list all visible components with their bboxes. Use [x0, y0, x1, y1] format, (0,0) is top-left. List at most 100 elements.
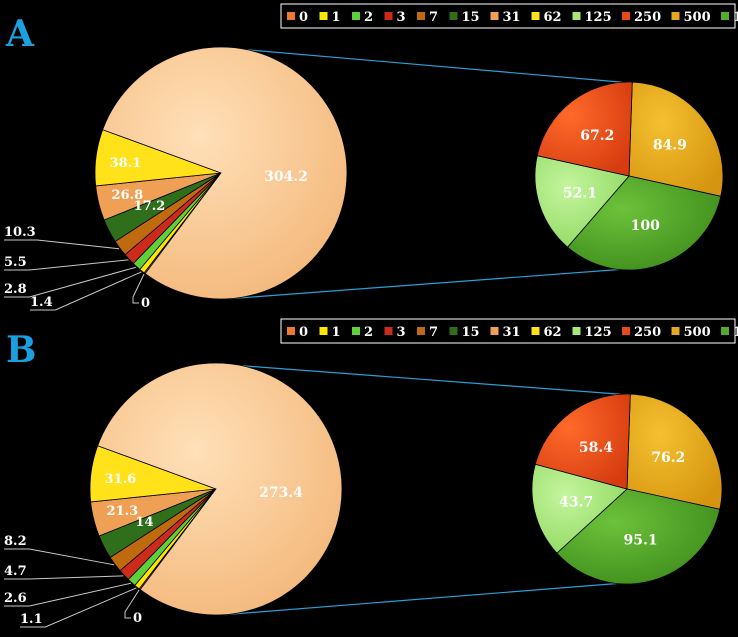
legend: 0 1 2 3 7 15 31 62 125 250 500 1000 — [280, 318, 738, 344]
legend-label-125: 125 — [585, 325, 612, 340]
legend-swatch-7 — [417, 12, 425, 20]
leader-label-2: 2.6 — [4, 591, 27, 606]
main-label-31: 26.8 — [112, 188, 144, 203]
legend-label-1: 1 — [332, 325, 341, 340]
legend-label-2: 2 — [364, 10, 373, 25]
legend-swatch-62 — [531, 12, 540, 20]
secondary-label-500: 84.9 — [653, 137, 687, 153]
secondary-pie: 84.9 100 52.1 67.2 — [534, 81, 724, 271]
legend-label-500: 500 — [684, 325, 711, 340]
legend-swatch-500 — [671, 12, 680, 20]
leader-line-3 — [4, 259, 129, 271]
secondary-pie: 76.2 95.1 43.7 58.4 — [531, 393, 723, 585]
main-label-15: 17.2 — [134, 199, 166, 214]
leader-label-3: 4.7 — [4, 564, 27, 579]
connector-top — [247, 49, 623, 83]
leader-line-1 — [30, 271, 142, 311]
legend-label-500: 500 — [684, 10, 711, 25]
panel-label: A — [5, 13, 35, 55]
legend-label-62: 62 — [544, 325, 562, 340]
connector-bottom — [229, 268, 620, 300]
legend-swatch-125 — [572, 327, 581, 335]
secondary-label-1000: 100 — [631, 218, 660, 234]
legend-swatch-15 — [449, 12, 458, 20]
legend-label-31: 31 — [503, 325, 521, 340]
connector-top — [242, 365, 621, 395]
legend-swatch-1000 — [721, 12, 729, 20]
legend-swatch-1 — [319, 327, 328, 335]
main-label-62: 38.1 — [110, 156, 142, 171]
legend-label-0: 0 — [299, 325, 308, 340]
leader-line-0 — [132, 273, 145, 304]
secondary-slice-500 — [628, 81, 724, 197]
legend-swatch-31 — [490, 12, 499, 20]
leader-label-0: 0 — [141, 296, 150, 311]
leader-line-3 — [4, 575, 124, 580]
legend-label-7: 7 — [429, 10, 438, 25]
main-slice-other — [102, 46, 348, 300]
leader-line-0 — [124, 589, 140, 619]
legend-label-7: 7 — [429, 325, 438, 340]
main-label-15: 14 — [135, 515, 153, 530]
leader-label-2: 2.8 — [4, 282, 27, 297]
legend-label-250: 250 — [634, 325, 661, 340]
main-pie: 17.226.8 38.1 304.2 — [94, 46, 348, 300]
connector-bottom — [224, 582, 618, 616]
legend-label-0: 0 — [299, 10, 308, 25]
legend-swatch-3 — [384, 12, 393, 20]
panel-label: B — [6, 329, 36, 371]
legend-swatch-125 — [572, 12, 581, 20]
main-slice-other — [97, 362, 343, 616]
legend-label-125: 125 — [585, 10, 612, 25]
leader-line-2 — [4, 266, 136, 298]
secondary-slice-125 — [531, 463, 628, 554]
legend-label-15: 15 — [462, 10, 480, 25]
connector-lines — [229, 49, 623, 300]
secondary-label-250: 67.2 — [580, 128, 614, 144]
secondary-label-250: 58.4 — [579, 440, 613, 456]
secondary-label-125: 43.7 — [559, 494, 593, 510]
legend-swatch-0 — [287, 327, 295, 335]
leader-line-7 — [4, 548, 115, 566]
legend-swatch-1 — [319, 12, 328, 20]
legend-label-62: 62 — [544, 10, 562, 25]
legend-label-15: 15 — [462, 325, 480, 340]
panel-a: A 0 1 2 3 7 15 31 62 125 250 500 100 0 17.226.8 38.1 3… — [4, 3, 738, 311]
legend-swatch-0 — [287, 12, 295, 20]
legend-label-1: 1 — [332, 10, 341, 25]
legend: 0 1 2 3 7 15 31 62 125 250 500 1000 — [280, 3, 738, 29]
legend-swatch-250 — [622, 327, 630, 335]
secondary-slice-250 — [534, 393, 631, 490]
legend-label-250: 250 — [634, 10, 661, 25]
leader-label-7: 10.3 — [4, 225, 36, 240]
leader-line-2 — [4, 582, 131, 607]
legend-label-1000: 1000 — [733, 325, 738, 340]
legend-swatch-500 — [671, 327, 680, 335]
leader-labels: 10.3 5.5 2.81.4 0 — [4, 225, 150, 311]
legend-label-3: 3 — [397, 325, 406, 340]
legend-label-2: 2 — [364, 325, 373, 340]
legend-swatch-7 — [417, 327, 425, 335]
secondary-slice-250 — [536, 81, 633, 177]
secondary-slice-1000 — [556, 488, 721, 585]
legend-label-3: 3 — [397, 10, 406, 25]
secondary-slice-500 — [626, 393, 723, 510]
leader-line-7 — [4, 239, 120, 250]
legend-swatch-2 — [352, 327, 360, 335]
main-label-other: 304.2 — [264, 169, 308, 185]
secondary-label-1000: 95.1 — [624, 532, 658, 548]
main-label-other: 273.4 — [259, 485, 303, 501]
legend-swatch-2 — [352, 12, 360, 20]
secondary-slice-125 — [534, 155, 630, 248]
main-label-31: 21.3 — [107, 504, 139, 519]
leader-label-1: 1.4 — [30, 295, 53, 310]
leader-label-1: 1.1 — [20, 612, 43, 627]
connector-lines — [224, 365, 621, 616]
legend-swatch-15 — [449, 327, 458, 335]
legend-swatch-62 — [531, 327, 540, 335]
legend-swatch-3 — [384, 327, 393, 335]
legend-label-31: 31 — [503, 10, 521, 25]
